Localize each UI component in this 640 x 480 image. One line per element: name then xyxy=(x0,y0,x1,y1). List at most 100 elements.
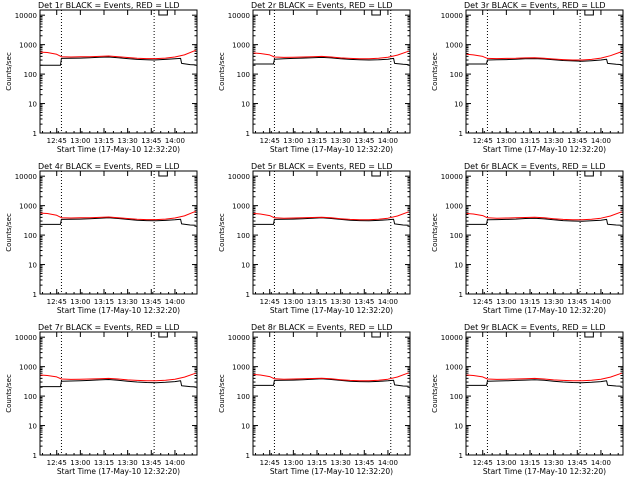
y-tick-label: 1000 xyxy=(19,42,37,50)
y-tick-label: 1000 xyxy=(19,364,37,372)
y-tick-label: 10000 xyxy=(228,173,250,181)
y-tick-label: 10000 xyxy=(441,334,463,342)
x-tick-label: 13:00 xyxy=(70,298,90,306)
y-tick-label: 1000 xyxy=(232,203,250,211)
top-bracket-marker xyxy=(584,171,594,177)
x-tick-label: 13:15 xyxy=(94,298,114,306)
y-tick-label: 10000 xyxy=(228,12,250,20)
panel-title: Det 8r BLACK = Events, RED = LLD xyxy=(251,323,393,332)
lld-series-line xyxy=(466,211,622,221)
top-bracket-marker xyxy=(371,332,381,338)
events-series-line xyxy=(466,58,622,66)
x-tick-label: 13:45 xyxy=(354,298,374,306)
x-tick-label: 14:00 xyxy=(378,137,398,145)
plot-frame xyxy=(39,170,198,295)
panel-title: Det 1r BLACK = Events, RED = LLD xyxy=(38,1,180,10)
y-tick-label: 10 xyxy=(241,101,250,109)
y-tick-label: 1 xyxy=(459,291,463,299)
y-tick-label: 1 xyxy=(246,452,250,460)
x-tick-label: 13:15 xyxy=(520,298,540,306)
y-tick-label: 100 xyxy=(450,393,463,401)
y-tick-label: 1000 xyxy=(19,203,37,211)
panel-title: Det 5r BLACK = Events, RED = LLD xyxy=(251,162,393,171)
x-tick-label: 14:00 xyxy=(165,298,185,306)
x-tick-label: 13:45 xyxy=(567,137,587,145)
lld-series-line xyxy=(253,372,409,382)
lld-series-line xyxy=(466,51,622,61)
panel-title: Det 6r BLACK = Events, RED = LLD xyxy=(464,162,606,171)
top-bracket-marker xyxy=(158,171,168,177)
plot-frame xyxy=(39,331,198,456)
x-axis-label: Start Time (17-May-10 12:32:20) xyxy=(270,145,393,154)
panel-title: Det 7r BLACK = Events, RED = LLD xyxy=(38,323,180,332)
x-axis-label: Start Time (17-May-10 12:32:20) xyxy=(57,467,180,476)
y-tick-label: 10000 xyxy=(15,173,37,181)
x-tick-label: 13:30 xyxy=(331,137,351,145)
x-tick-label: 13:00 xyxy=(496,298,516,306)
top-bracket-marker xyxy=(158,332,168,338)
x-tick-label: 14:00 xyxy=(165,137,185,145)
x-tick-label: 12:45 xyxy=(260,298,280,306)
y-tick-label: 100 xyxy=(450,232,463,240)
y-tick-label: 1000 xyxy=(445,364,463,372)
x-tick-label: 13:45 xyxy=(141,298,161,306)
x-tick-label: 12:45 xyxy=(473,137,493,145)
detector-panel: Det 7r BLACK = Events, RED = LLD 1 10 100 10… xyxy=(5,323,198,476)
x-tick-label: 13:00 xyxy=(496,459,516,467)
y-tick-label: 10 xyxy=(454,101,463,109)
x-tick-label: 13:45 xyxy=(354,459,374,467)
y-tick-label: 100 xyxy=(24,71,37,79)
panel-title: Det 3r BLACK = Events, RED = LLD xyxy=(464,1,606,10)
y-tick-label: 10 xyxy=(241,262,250,270)
events-series-line xyxy=(40,217,196,226)
x-tick-label: 13:30 xyxy=(331,459,351,467)
lld-series-line xyxy=(40,372,196,382)
y-tick-label: 1 xyxy=(33,130,37,138)
plot-frame xyxy=(252,170,411,295)
x-tick-label: 13:45 xyxy=(567,298,587,306)
x-tick-label: 13:15 xyxy=(307,137,327,145)
detector-panel: Det 4r BLACK = Events, RED = LLD 1 10 100 10… xyxy=(5,162,198,315)
plot-frame xyxy=(252,331,411,456)
x-tick-label: 12:45 xyxy=(47,459,67,467)
plot-frame xyxy=(252,9,411,134)
plot-frame xyxy=(465,9,624,134)
x-axis-label: Start Time (17-May-10 12:32:20) xyxy=(483,306,606,315)
x-tick-label: 14:00 xyxy=(591,298,611,306)
y-tick-label: 100 xyxy=(24,393,37,401)
detector-panel: Det 8r BLACK = Events, RED = LLD 1 10 100 10… xyxy=(218,323,411,476)
x-tick-label: 13:30 xyxy=(331,298,351,306)
y-tick-label: 10000 xyxy=(15,12,37,20)
y-tick-label: 1000 xyxy=(232,42,250,50)
y-tick-label: 1 xyxy=(246,291,250,299)
y-tick-label: 100 xyxy=(237,71,250,79)
x-tick-label: 13:00 xyxy=(283,459,303,467)
x-tick-label: 13:45 xyxy=(567,459,587,467)
events-series-line xyxy=(253,378,409,387)
x-tick-label: 13:45 xyxy=(141,459,161,467)
events-series-line xyxy=(40,379,196,388)
x-axis-label: Start Time (17-May-10 12:32:20) xyxy=(270,467,393,476)
lld-series-line xyxy=(253,211,409,221)
x-tick-label: 13:30 xyxy=(118,459,138,467)
x-axis-label: Start Time (17-May-10 12:32:20) xyxy=(270,306,393,315)
detector-panel: Det 3r BLACK = Events, RED = LLD 1 10 100 10… xyxy=(431,1,624,154)
x-tick-label: 13:00 xyxy=(283,137,303,145)
x-tick-label: 13:30 xyxy=(118,298,138,306)
x-tick-label: 13:00 xyxy=(70,459,90,467)
y-axis-label: Counts/sec xyxy=(218,52,226,91)
y-tick-label: 100 xyxy=(450,71,463,79)
lld-series-line xyxy=(466,372,622,382)
y-tick-label: 1 xyxy=(246,130,250,138)
lld-series-line xyxy=(40,49,196,60)
y-tick-label: 10000 xyxy=(441,173,463,181)
x-axis-label: Start Time (17-May-10 12:32:20) xyxy=(57,306,180,315)
x-tick-label: 13:15 xyxy=(520,459,540,467)
top-bracket-marker xyxy=(371,10,381,16)
plot-frame xyxy=(465,170,624,295)
x-tick-label: 13:30 xyxy=(544,137,564,145)
x-tick-label: 13:15 xyxy=(520,137,540,145)
x-tick-label: 13:00 xyxy=(283,298,303,306)
y-tick-label: 1 xyxy=(459,130,463,138)
x-tick-label: 13:45 xyxy=(141,137,161,145)
